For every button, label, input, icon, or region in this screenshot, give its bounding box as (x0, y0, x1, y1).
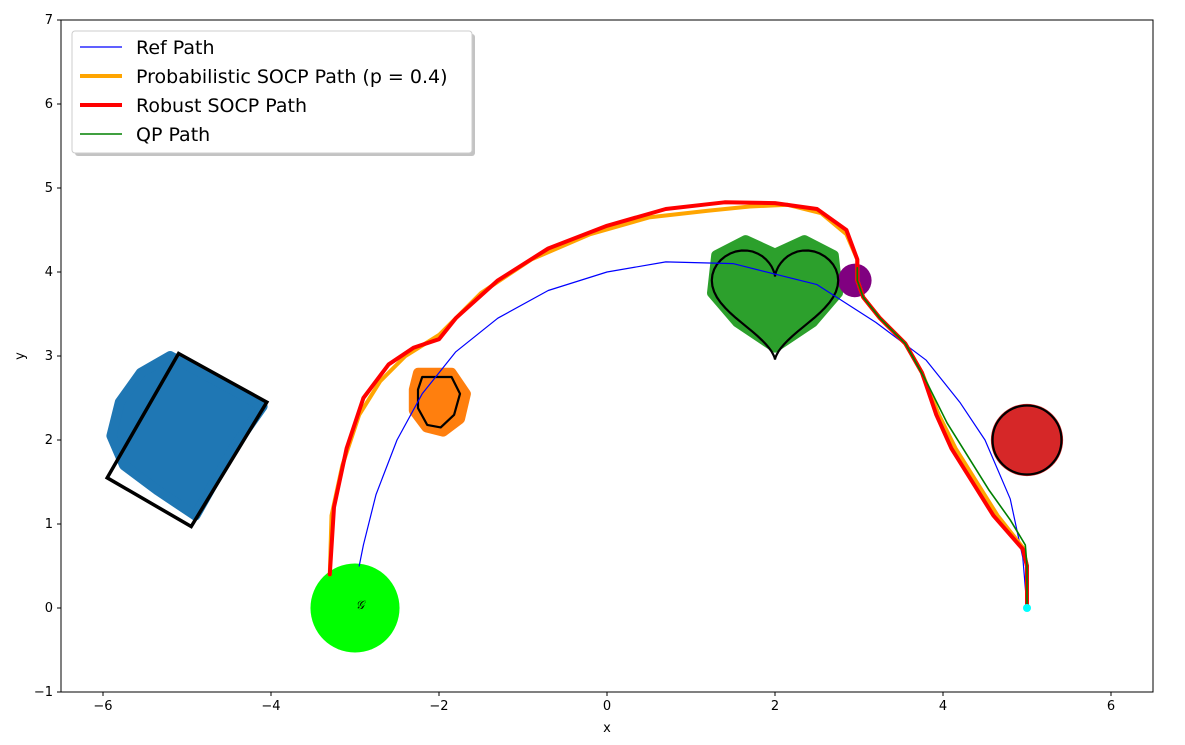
legend: Ref Path Probabilistic SOCP Path (p = 0.4… (71, 30, 475, 156)
marker-layer (1023, 604, 1031, 612)
y-tick-label: 0 (45, 601, 53, 616)
y-tick-label: 6 (45, 97, 53, 112)
x-tick-label: 6 (1107, 699, 1115, 714)
x-tick-label: −6 (93, 699, 112, 714)
y-tick-label: −1 (34, 685, 53, 700)
x-tick-label: 2 (771, 699, 779, 714)
legend-label: QP Path (136, 124, 210, 146)
start-marker (1023, 604, 1031, 612)
legend-label: Probabilistic SOCP Path (p = 0.4) (136, 66, 448, 88)
tick-layer: −6 −4 −2 0 2 4 6 −1 0 1 2 3 4 5 6 7 (34, 13, 1115, 714)
y-tick-label: 3 (45, 349, 53, 364)
series-line-3 (856, 266, 1028, 609)
obstacle-circle (990, 403, 1064, 477)
y-tick-label: 4 (45, 265, 53, 280)
y-axis-label: y (13, 352, 28, 360)
y-tick-label: 1 (45, 517, 53, 532)
series-line-0 (358, 261, 1028, 609)
obstacle-outline-red (991, 404, 1063, 476)
x-axis-label: x (603, 721, 611, 736)
obstacle-outline-heart (710, 249, 840, 360)
obstacle-blob (707, 235, 843, 353)
series-layer (327, 200, 1029, 610)
legend-label: Robust SOCP Path (136, 95, 307, 117)
goal-label: 𝒢 (356, 598, 367, 612)
obstacle-circle (838, 263, 872, 298)
obstacle-bounding-polygon (104, 351, 270, 529)
x-tick-label: 4 (939, 699, 947, 714)
goal-region (310, 563, 400, 653)
obstacle-outline-orange (416, 375, 462, 429)
y-tick-label: 2 (45, 433, 53, 448)
legend-box (71, 30, 473, 154)
y-tick-label: 5 (45, 181, 53, 196)
x-tick-label: −2 (429, 699, 448, 714)
obstacle-layer: 𝒢 (104, 235, 1064, 653)
series-line-2 (327, 200, 1029, 610)
legend-label: Ref Path (136, 37, 215, 59)
x-tick-label: −4 (261, 699, 280, 714)
x-tick-label: 0 (603, 699, 611, 714)
obstacle-blob (106, 351, 268, 521)
y-tick-label: 7 (45, 13, 53, 28)
